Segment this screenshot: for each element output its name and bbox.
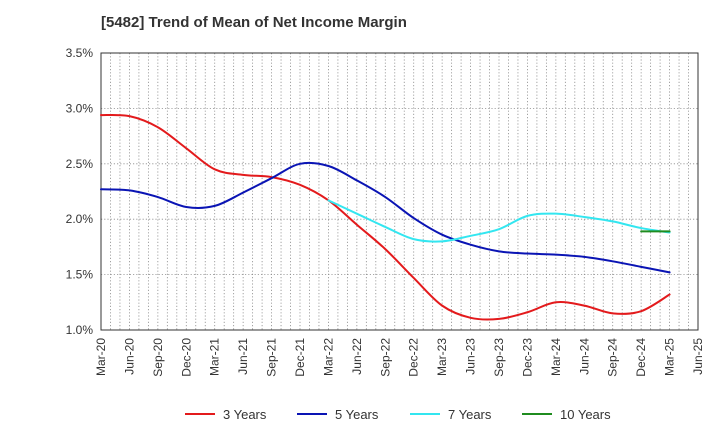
plot-area-border xyxy=(100,52,699,331)
x-tick-label: Dec-21 xyxy=(293,338,307,377)
legend-label-7-years: 7 Years xyxy=(448,407,492,422)
x-tick-label: Jun-20 xyxy=(122,338,136,375)
series-lines xyxy=(100,113,671,321)
x-tick-label: Mar-23 xyxy=(435,338,449,376)
x-tick-label: Mar-24 xyxy=(549,338,563,376)
x-tick-label: Jun-25 xyxy=(691,338,705,375)
x-tick-label: Sep-24 xyxy=(606,338,620,377)
gridlines xyxy=(101,53,698,330)
x-tick-label: Jun-23 xyxy=(464,338,478,375)
x-tick-label: Sep-22 xyxy=(378,338,392,377)
y-tick-labels: 1.0% 1.5% 2.0% 2.5% 3.0% 3.5% xyxy=(66,46,94,337)
x-tick-label: Mar-20 xyxy=(94,338,108,376)
legend-label-5-years: 5 Years xyxy=(335,407,379,422)
y-tick-label: 1.0% xyxy=(66,323,94,337)
chart-title: [5482] Trend of Mean of Net Income Margi… xyxy=(101,14,407,31)
x-tick-label: Sep-23 xyxy=(492,338,506,377)
x-tick-label: Jun-21 xyxy=(236,338,250,375)
y-tick-label: 3.5% xyxy=(66,46,94,60)
x-tick-labels: Mar-20 Jun-20 Sep-20 Dec-20 Mar-21 Jun-21 Sep-… xyxy=(94,338,705,377)
x-tick-label: Sep-21 xyxy=(265,338,279,377)
x-tick-label: Dec-20 xyxy=(179,338,193,377)
y-tick-label: 2.5% xyxy=(66,157,94,171)
x-tick-label: Sep-20 xyxy=(151,338,165,377)
x-tick-label: Jun-24 xyxy=(577,338,591,375)
y-tick-label: 3.0% xyxy=(66,101,94,115)
x-tick-label: Mar-22 xyxy=(321,338,335,376)
legend: 3 Years 5 Years 7 Years 10 Years xyxy=(185,407,611,422)
x-tick-label: Dec-24 xyxy=(634,338,648,377)
x-tick-label: Jun-22 xyxy=(350,338,364,375)
x-tick-label: Mar-25 xyxy=(663,338,677,376)
x-tick-label: Mar-21 xyxy=(208,338,222,376)
x-tick-label: Dec-22 xyxy=(407,338,421,377)
series-line-3-years xyxy=(100,113,671,321)
y-tick-label: 2.0% xyxy=(66,212,94,226)
legend-label-10-years: 10 Years xyxy=(560,407,611,422)
series-line-5-years xyxy=(100,161,671,274)
y-tick-label: 1.5% xyxy=(66,268,94,282)
legend-label-3-years: 3 Years xyxy=(223,407,267,422)
series-line-7-years xyxy=(327,199,671,243)
x-tick-label: Dec-23 xyxy=(520,338,534,377)
